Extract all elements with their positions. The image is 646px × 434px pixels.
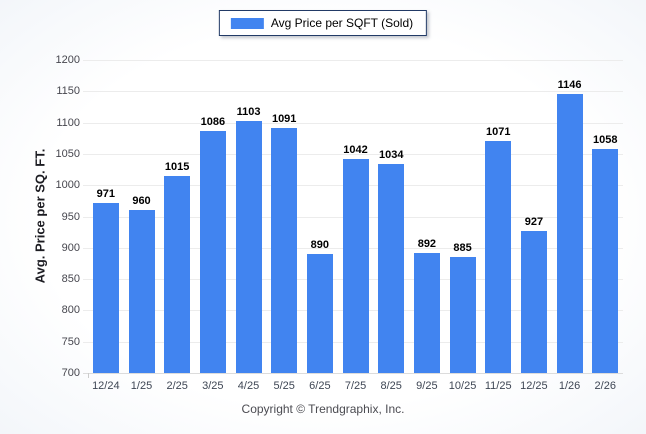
bar: 1042 (342, 144, 369, 373)
bar: 1091 (271, 113, 298, 373)
bar: 1034 (378, 149, 405, 373)
legend-swatch-icon (230, 17, 264, 29)
bar-value-label: 1086 (200, 116, 226, 129)
x-tick-label: 3/25 (202, 380, 224, 392)
y-tick-label: 1000 (55, 179, 80, 192)
bar-column: 971 12/24 (88, 60, 124, 392)
x-axis-corner-tick (88, 373, 89, 378)
bar-column: 1034 8/25 (373, 60, 409, 392)
bar-value-label: 927 (524, 215, 544, 228)
y-tick-label: 750 (61, 335, 80, 348)
bar: 1146 (556, 79, 583, 373)
x-tick-label: 11/25 (484, 380, 512, 392)
bar: 1086 (199, 116, 226, 373)
bar-value-label: 1058 (592, 133, 618, 146)
y-tick-label: 1150 (56, 85, 80, 98)
bar-value-label: 890 (310, 239, 330, 252)
y-tick-label: 700 (61, 367, 80, 379)
x-tick-label: 1/25 (130, 380, 153, 392)
bar: 892 (413, 238, 440, 373)
gridline (83, 91, 623, 93)
bar: 1015 (164, 161, 191, 373)
x-tick-label: 2/25 (166, 380, 188, 392)
legend-label: Avg Price per SQFT (Sold) (270, 16, 414, 30)
bar-column: 960 1/25 (124, 60, 160, 392)
x-tick-label: 7/25 (344, 380, 367, 392)
bar-column: 927 12/25 (516, 60, 552, 392)
y-tick-label: 850 (61, 273, 80, 286)
y-tick-label: 1100 (56, 116, 80, 129)
bar: 1103 (235, 106, 262, 373)
y-tick-label: 1050 (55, 147, 80, 160)
x-tick-label: 8/25 (380, 380, 402, 392)
bar: 885 (449, 242, 476, 373)
gridline (83, 373, 623, 374)
bar: 960 (128, 195, 155, 373)
y-tick-label: 1200 (55, 54, 80, 66)
bar-column: 1058 2/26 (587, 60, 623, 392)
gridline (83, 122, 623, 124)
bar-column: 1146 1/26 (552, 60, 588, 392)
bar-value-label: 960 (132, 195, 151, 208)
bar-column: 885 10/25 (445, 60, 481, 392)
bars-layer: 971 12/24 960 1/25 1015 2/25 1086 3/25 1103 4/25 1… (88, 60, 623, 392)
x-tick-label: 12/24 (92, 380, 120, 392)
bar-value-label: 1146 (557, 78, 582, 91)
bar: 927 (520, 216, 547, 373)
bar-column: 890 6/25 (302, 60, 338, 392)
gridline (83, 153, 623, 155)
x-tick-label: 9/25 (416, 380, 438, 392)
bar-value-label: 1042 (343, 143, 368, 156)
x-tick-label: 10/25 (448, 380, 477, 392)
bar-value-label: 892 (417, 237, 437, 250)
x-tick-label: 6/25 (309, 380, 331, 392)
bar: 890 (306, 239, 333, 373)
y-tick-label: 800 (61, 304, 80, 317)
bar-column: 1091 5/25 (266, 60, 302, 392)
bar-column: 1071 11/25 (480, 60, 516, 392)
x-tick-label: 1/26 (558, 380, 581, 392)
plot-area: 700 750 800 850 900 950 1000 1050 1100 1150 1200 9… (56, 54, 623, 392)
bar-column: 1086 3/25 (195, 60, 231, 392)
bar: 971 (92, 188, 119, 373)
bar-column: 1015 2/25 (159, 60, 195, 392)
gridline (83, 60, 623, 61)
bar: 1071 (485, 126, 512, 373)
bar-value-label: 1015 (164, 160, 190, 173)
bar-value-label: 971 (96, 188, 116, 201)
bar-value-label: 1071 (485, 125, 511, 138)
bar: 1058 (592, 134, 619, 373)
bar-value-label: 1103 (236, 105, 261, 118)
y-tick-label: 950 (61, 210, 80, 223)
bar-column: 1103 4/25 (231, 60, 267, 392)
y-tick-label: 900 (61, 241, 80, 254)
bar-value-label: 1034 (378, 148, 404, 161)
copyright-text: Copyright © Trendgraphix, Inc. (241, 402, 405, 416)
x-tick-label: 4/25 (237, 380, 260, 392)
bar-value-label: 1091 (271, 113, 297, 126)
x-tick-label: 12/25 (520, 380, 548, 392)
legend: Avg Price per SQFT (Sold) (218, 10, 428, 36)
bar-value-label: 885 (453, 242, 472, 255)
x-tick-label: 5/25 (273, 380, 295, 392)
x-tick-label: 2/26 (594, 380, 616, 392)
bar-column: 1042 7/25 (338, 60, 374, 392)
bar-column: 892 9/25 (409, 60, 445, 392)
